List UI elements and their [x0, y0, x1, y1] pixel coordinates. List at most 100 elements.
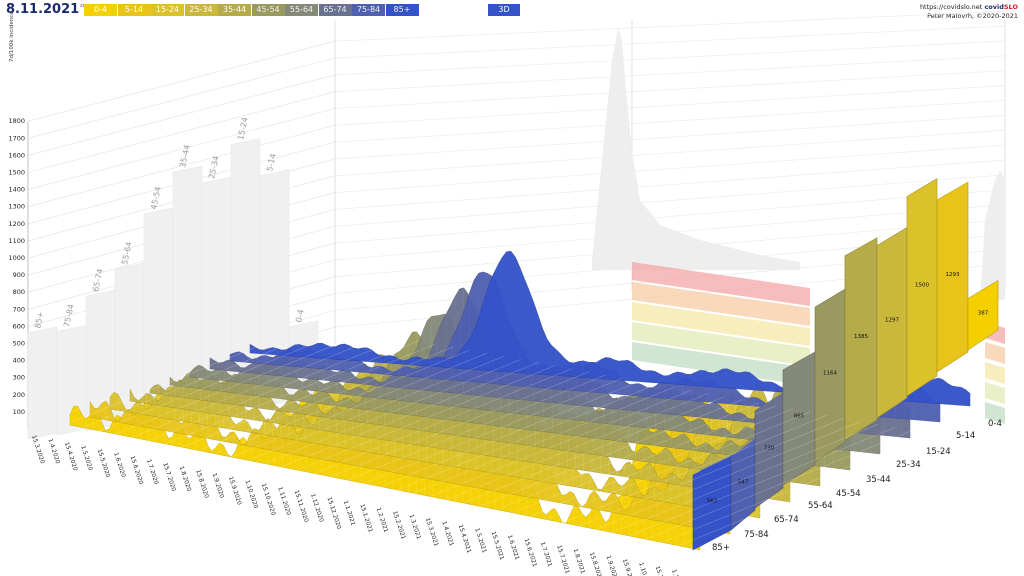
age-axis-label: 85+ — [712, 543, 730, 553]
data-label: 563 — [707, 499, 718, 505]
date-tick-label: 15.6.2020 — [129, 455, 144, 485]
y-tick-label: 200 — [13, 391, 25, 399]
date-tick-label: 15.7.2020 — [161, 462, 176, 492]
shadow-label: 0-4 — [294, 309, 306, 324]
floor-grid — [29, 318, 964, 551]
data-label: 547 — [738, 480, 749, 486]
date-tick-label: 15.3.2021 — [424, 517, 439, 547]
y-tick-label: 1800 — [8, 117, 25, 125]
date-tick-label: 15.8.2021 — [588, 552, 603, 576]
date-label: 8.11.2021 — [6, 2, 80, 17]
shadow-label: 85+ — [33, 311, 45, 329]
legend-chip-75-84[interactable]: 75-84 — [352, 4, 385, 16]
date-tick-label: 15.9.2020 — [227, 476, 242, 506]
date-tick-label: 15.10. — [654, 565, 665, 576]
legend-chip-15-24[interactable]: 15-24 — [151, 4, 184, 16]
legend-chip-5-14[interactable]: 5-14 — [117, 4, 151, 16]
date-tick-label: 1.2.2021 — [375, 507, 389, 534]
age-axis-label: 65-74 — [774, 515, 799, 525]
latest-bars: 56354773086511641385129715001293387 — [692, 172, 1008, 551]
age-axis-label: 5-14 — [956, 431, 975, 441]
date-tick-label: 15.2.2021 — [391, 510, 406, 540]
latest-bar-top — [783, 345, 825, 370]
date-tick-label: 1.10.2020 — [243, 479, 258, 509]
author: Peter Malovrh, ©2020-2021 — [927, 12, 1018, 20]
date-tick-label: 1.5.2021 — [473, 528, 487, 555]
age-axis-label: 0-4 — [988, 419, 1002, 429]
latest-bar-top — [693, 451, 741, 476]
y-tick-label: 1500 — [8, 169, 25, 177]
date-tick-label: 15.6.2021 — [522, 538, 537, 568]
date-tick-label: 1.8.2021 — [572, 548, 586, 575]
legend-chip-65-74[interactable]: 65-74 — [318, 4, 352, 16]
date-tick-label: 1.7.2020 — [145, 459, 159, 486]
y-tick-label: 800 — [13, 288, 25, 296]
date-tick-label: 15.3.2020 — [30, 435, 45, 465]
date-tick-label: 15.7.2021 — [555, 545, 570, 575]
shadow-label: 55-64 — [120, 241, 134, 266]
date-tick-label: 1.11. — [670, 569, 680, 576]
date-tick-label: 1.5.2020 — [79, 445, 93, 472]
data-label: 1500 — [915, 282, 929, 288]
brand-logo: covidSLO — [984, 3, 1018, 11]
date-tick-label: 1.4.2020 — [46, 438, 60, 465]
y-tick-label: 1100 — [8, 237, 25, 245]
age-axis-label: 45-54 — [836, 489, 861, 499]
legend-chip-85+[interactable]: 85+ — [385, 4, 419, 16]
legend-chip-35-44[interactable]: 35-44 — [218, 4, 251, 16]
legend-chip-25-34[interactable]: 25-34 — [184, 4, 218, 16]
legend-chip-45-54[interactable]: 45-54 — [251, 4, 285, 16]
date-tick-label: 15.4.2020 — [63, 442, 78, 472]
latest-bar-top — [968, 274, 1008, 299]
shadow-label: 15-24 — [236, 116, 250, 141]
shadow-label: 5-14 — [265, 153, 278, 173]
y-tick-label: 600 — [13, 322, 25, 330]
legend-chip-0-4[interactable]: 0-4 — [84, 4, 117, 16]
date-tick-label: 15.1.2021 — [358, 503, 373, 533]
shadow-bar — [27, 326, 58, 440]
shadow-label: 75-84 — [62, 303, 76, 328]
data-label: 1385 — [854, 334, 868, 340]
latest-bar-top — [937, 176, 978, 201]
date-tick-label: 15.11.2020 — [293, 490, 309, 524]
date-tick-label: 15.12.2020 — [325, 497, 341, 531]
top-bar: 8.11.2021 zon 0-45-1415-2425-3435-4445-5… — [0, 0, 1024, 22]
age-axis-label: 75-84 — [744, 530, 769, 540]
site-url[interactable]: https://covidslo.net — [919, 3, 983, 11]
y-tick-label: 1300 — [8, 203, 25, 211]
legend-chip-55-64[interactable]: 55-64 — [285, 4, 318, 16]
threshold-band — [985, 362, 1005, 384]
date-tick-label: 15.9.2021 — [621, 558, 636, 576]
data-label: 1164 — [823, 371, 837, 377]
date-tick-label: 1.1.2021 — [342, 500, 356, 527]
threshold-band — [632, 342, 810, 386]
y-tick-label: 1400 — [8, 186, 25, 194]
date-tick-label: 1.7.2021 — [539, 541, 553, 568]
data-label: 1293 — [946, 272, 960, 278]
threshold-band — [632, 282, 810, 326]
threshold-band — [632, 262, 810, 306]
date-tick-label: 15.10.2020 — [260, 483, 276, 517]
date-tick-label: 1.8.2020 — [178, 466, 192, 493]
date-tick-label: 1.9.2021 — [605, 555, 619, 576]
y-axis: 100 200 300 400 500 600 700 800 900 1000 1100 1200 1… — [8, 117, 29, 429]
y-tick-label: 100 — [13, 408, 25, 416]
date-tick-label: 1.12.2020 — [309, 493, 324, 523]
y-tick-label: 1200 — [8, 220, 25, 228]
date-tick-label: 1.6.2020 — [112, 452, 126, 479]
age-axis-label: 15-24 — [926, 447, 951, 457]
credits: https://covidslo.net covidSLO Peter Malo… — [920, 3, 1018, 21]
data-label: 387 — [978, 310, 989, 316]
date-tick-label: 15.8.2020 — [194, 469, 209, 499]
view-3d-button[interactable]: 3D — [488, 4, 520, 16]
threshold-band — [632, 322, 810, 366]
date-tick-label: 1.9.2020 — [211, 473, 225, 500]
date-tick-label: 1.11.2020 — [276, 486, 291, 516]
latest-bar-top — [907, 172, 947, 197]
right-wall-shadow — [980, 170, 1005, 300]
date-tick-label: 15.5.2021 — [490, 531, 505, 561]
y-tick-label: 900 — [13, 271, 25, 279]
y-tick-label: 500 — [13, 340, 25, 348]
